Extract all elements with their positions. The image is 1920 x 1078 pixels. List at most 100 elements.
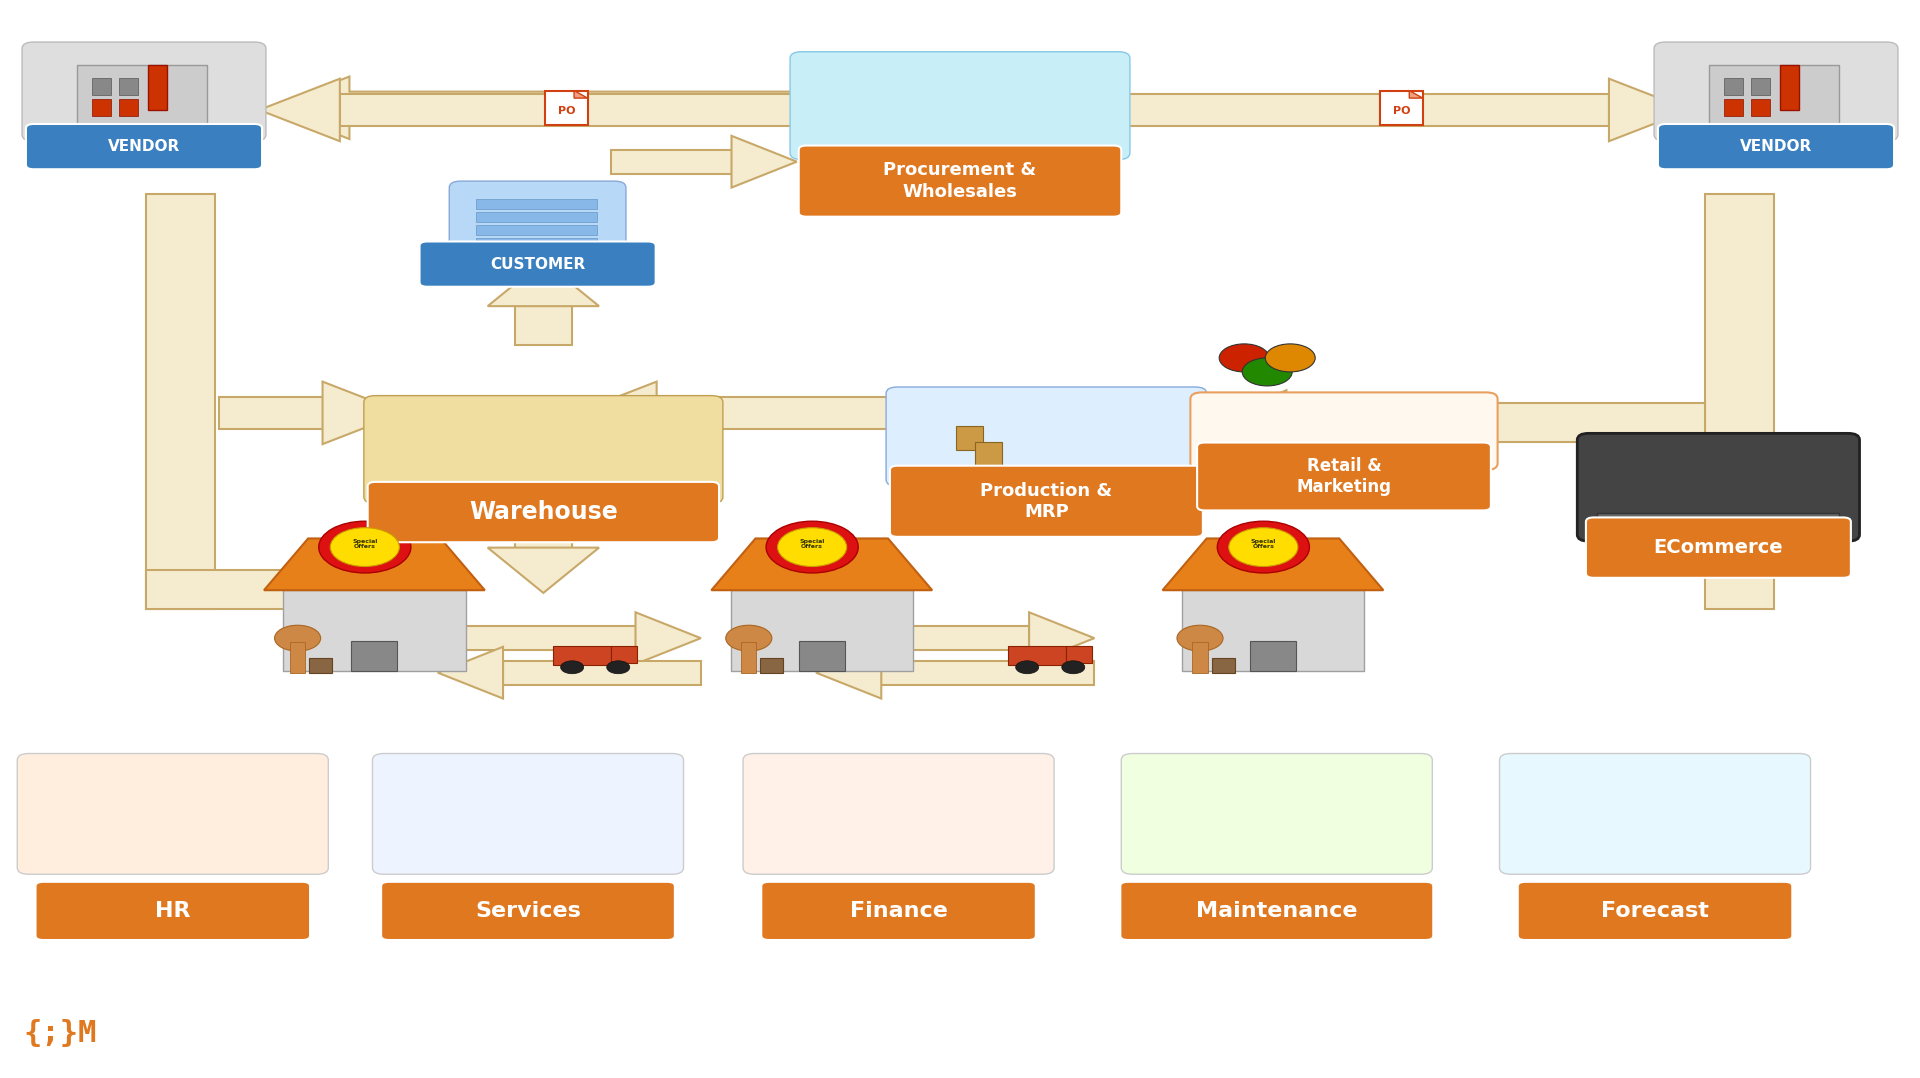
Bar xyxy=(1597,513,1839,526)
Bar xyxy=(476,225,597,235)
Bar xyxy=(290,642,305,673)
Bar xyxy=(1267,403,1705,442)
Text: Maintenance: Maintenance xyxy=(1196,901,1357,921)
FancyBboxPatch shape xyxy=(380,882,676,940)
Bar xyxy=(476,238,597,248)
Bar xyxy=(881,661,1094,685)
Text: PO: PO xyxy=(1392,106,1411,116)
FancyBboxPatch shape xyxy=(17,754,328,874)
Bar xyxy=(1008,646,1066,665)
Bar xyxy=(741,642,756,673)
Bar xyxy=(1212,658,1235,673)
Circle shape xyxy=(1265,344,1315,372)
Text: HR: HR xyxy=(156,901,190,921)
Bar xyxy=(975,442,1002,466)
Polygon shape xyxy=(816,647,881,699)
FancyBboxPatch shape xyxy=(21,42,265,141)
Circle shape xyxy=(1242,358,1292,386)
Circle shape xyxy=(319,522,411,573)
FancyBboxPatch shape xyxy=(372,754,684,874)
Bar xyxy=(760,658,783,673)
Bar xyxy=(1705,194,1774,609)
Circle shape xyxy=(1219,344,1269,372)
Circle shape xyxy=(330,528,399,567)
Bar xyxy=(553,646,611,665)
Bar xyxy=(438,626,636,650)
FancyBboxPatch shape xyxy=(1121,754,1432,874)
Bar xyxy=(340,94,803,126)
Bar xyxy=(1780,65,1799,110)
FancyBboxPatch shape xyxy=(1119,882,1432,940)
FancyBboxPatch shape xyxy=(1655,42,1897,141)
Bar xyxy=(1250,640,1296,671)
Text: Services: Services xyxy=(474,901,582,921)
Bar xyxy=(351,640,397,671)
Circle shape xyxy=(1177,625,1223,651)
Bar xyxy=(1709,65,1839,124)
Circle shape xyxy=(726,625,772,651)
Bar xyxy=(611,646,637,663)
Circle shape xyxy=(1062,661,1085,674)
Bar xyxy=(515,539,572,548)
Polygon shape xyxy=(1029,612,1094,664)
Bar xyxy=(1192,642,1208,673)
FancyBboxPatch shape xyxy=(1198,442,1490,510)
Bar xyxy=(503,661,701,685)
Polygon shape xyxy=(574,91,588,98)
Text: Procurement &
Wholesales: Procurement & Wholesales xyxy=(883,162,1037,201)
Text: VENDOR: VENDOR xyxy=(108,139,180,154)
Bar xyxy=(146,570,384,609)
Text: Forecast: Forecast xyxy=(1601,901,1709,921)
Bar xyxy=(284,591,467,671)
Polygon shape xyxy=(1164,539,1382,591)
Text: Special
Offers: Special Offers xyxy=(1250,539,1277,549)
Polygon shape xyxy=(259,79,340,141)
FancyBboxPatch shape xyxy=(791,52,1129,160)
FancyBboxPatch shape xyxy=(743,754,1054,874)
Bar xyxy=(1751,78,1770,95)
Text: VENDOR: VENDOR xyxy=(1740,139,1812,154)
Bar xyxy=(119,78,138,95)
Polygon shape xyxy=(438,647,503,699)
Bar xyxy=(799,640,845,671)
FancyBboxPatch shape xyxy=(891,466,1202,537)
Bar xyxy=(611,150,732,174)
Text: Warehouse: Warehouse xyxy=(468,500,618,524)
Text: Special
Offers: Special Offers xyxy=(351,539,378,549)
Bar xyxy=(657,397,899,429)
FancyBboxPatch shape xyxy=(367,482,718,542)
Text: Production &
MRP: Production & MRP xyxy=(981,482,1112,521)
Bar xyxy=(476,212,597,222)
Polygon shape xyxy=(576,382,657,444)
Bar xyxy=(92,78,111,95)
Polygon shape xyxy=(1609,79,1690,141)
Bar xyxy=(1117,94,1609,126)
Bar xyxy=(309,658,332,673)
Text: Finance: Finance xyxy=(851,901,947,921)
Polygon shape xyxy=(1210,390,1286,455)
FancyArrow shape xyxy=(269,77,797,139)
Bar xyxy=(730,591,914,671)
Polygon shape xyxy=(488,261,599,306)
Bar xyxy=(1181,591,1363,671)
Bar xyxy=(219,397,323,429)
Polygon shape xyxy=(636,612,701,664)
Circle shape xyxy=(778,528,847,567)
Bar xyxy=(515,306,572,345)
Bar xyxy=(148,65,167,110)
Bar xyxy=(1724,99,1743,116)
Bar xyxy=(1066,646,1092,663)
Bar xyxy=(956,426,983,450)
Polygon shape xyxy=(488,548,599,593)
Text: ECommerce: ECommerce xyxy=(1653,538,1784,557)
Text: Special
Offers: Special Offers xyxy=(799,539,826,549)
Polygon shape xyxy=(265,539,484,591)
Bar xyxy=(1724,78,1743,95)
Polygon shape xyxy=(319,557,407,622)
FancyBboxPatch shape xyxy=(1586,517,1851,578)
Bar xyxy=(1380,91,1423,125)
Circle shape xyxy=(607,661,630,674)
Circle shape xyxy=(275,625,321,651)
Polygon shape xyxy=(1409,91,1423,98)
FancyBboxPatch shape xyxy=(1578,433,1859,541)
